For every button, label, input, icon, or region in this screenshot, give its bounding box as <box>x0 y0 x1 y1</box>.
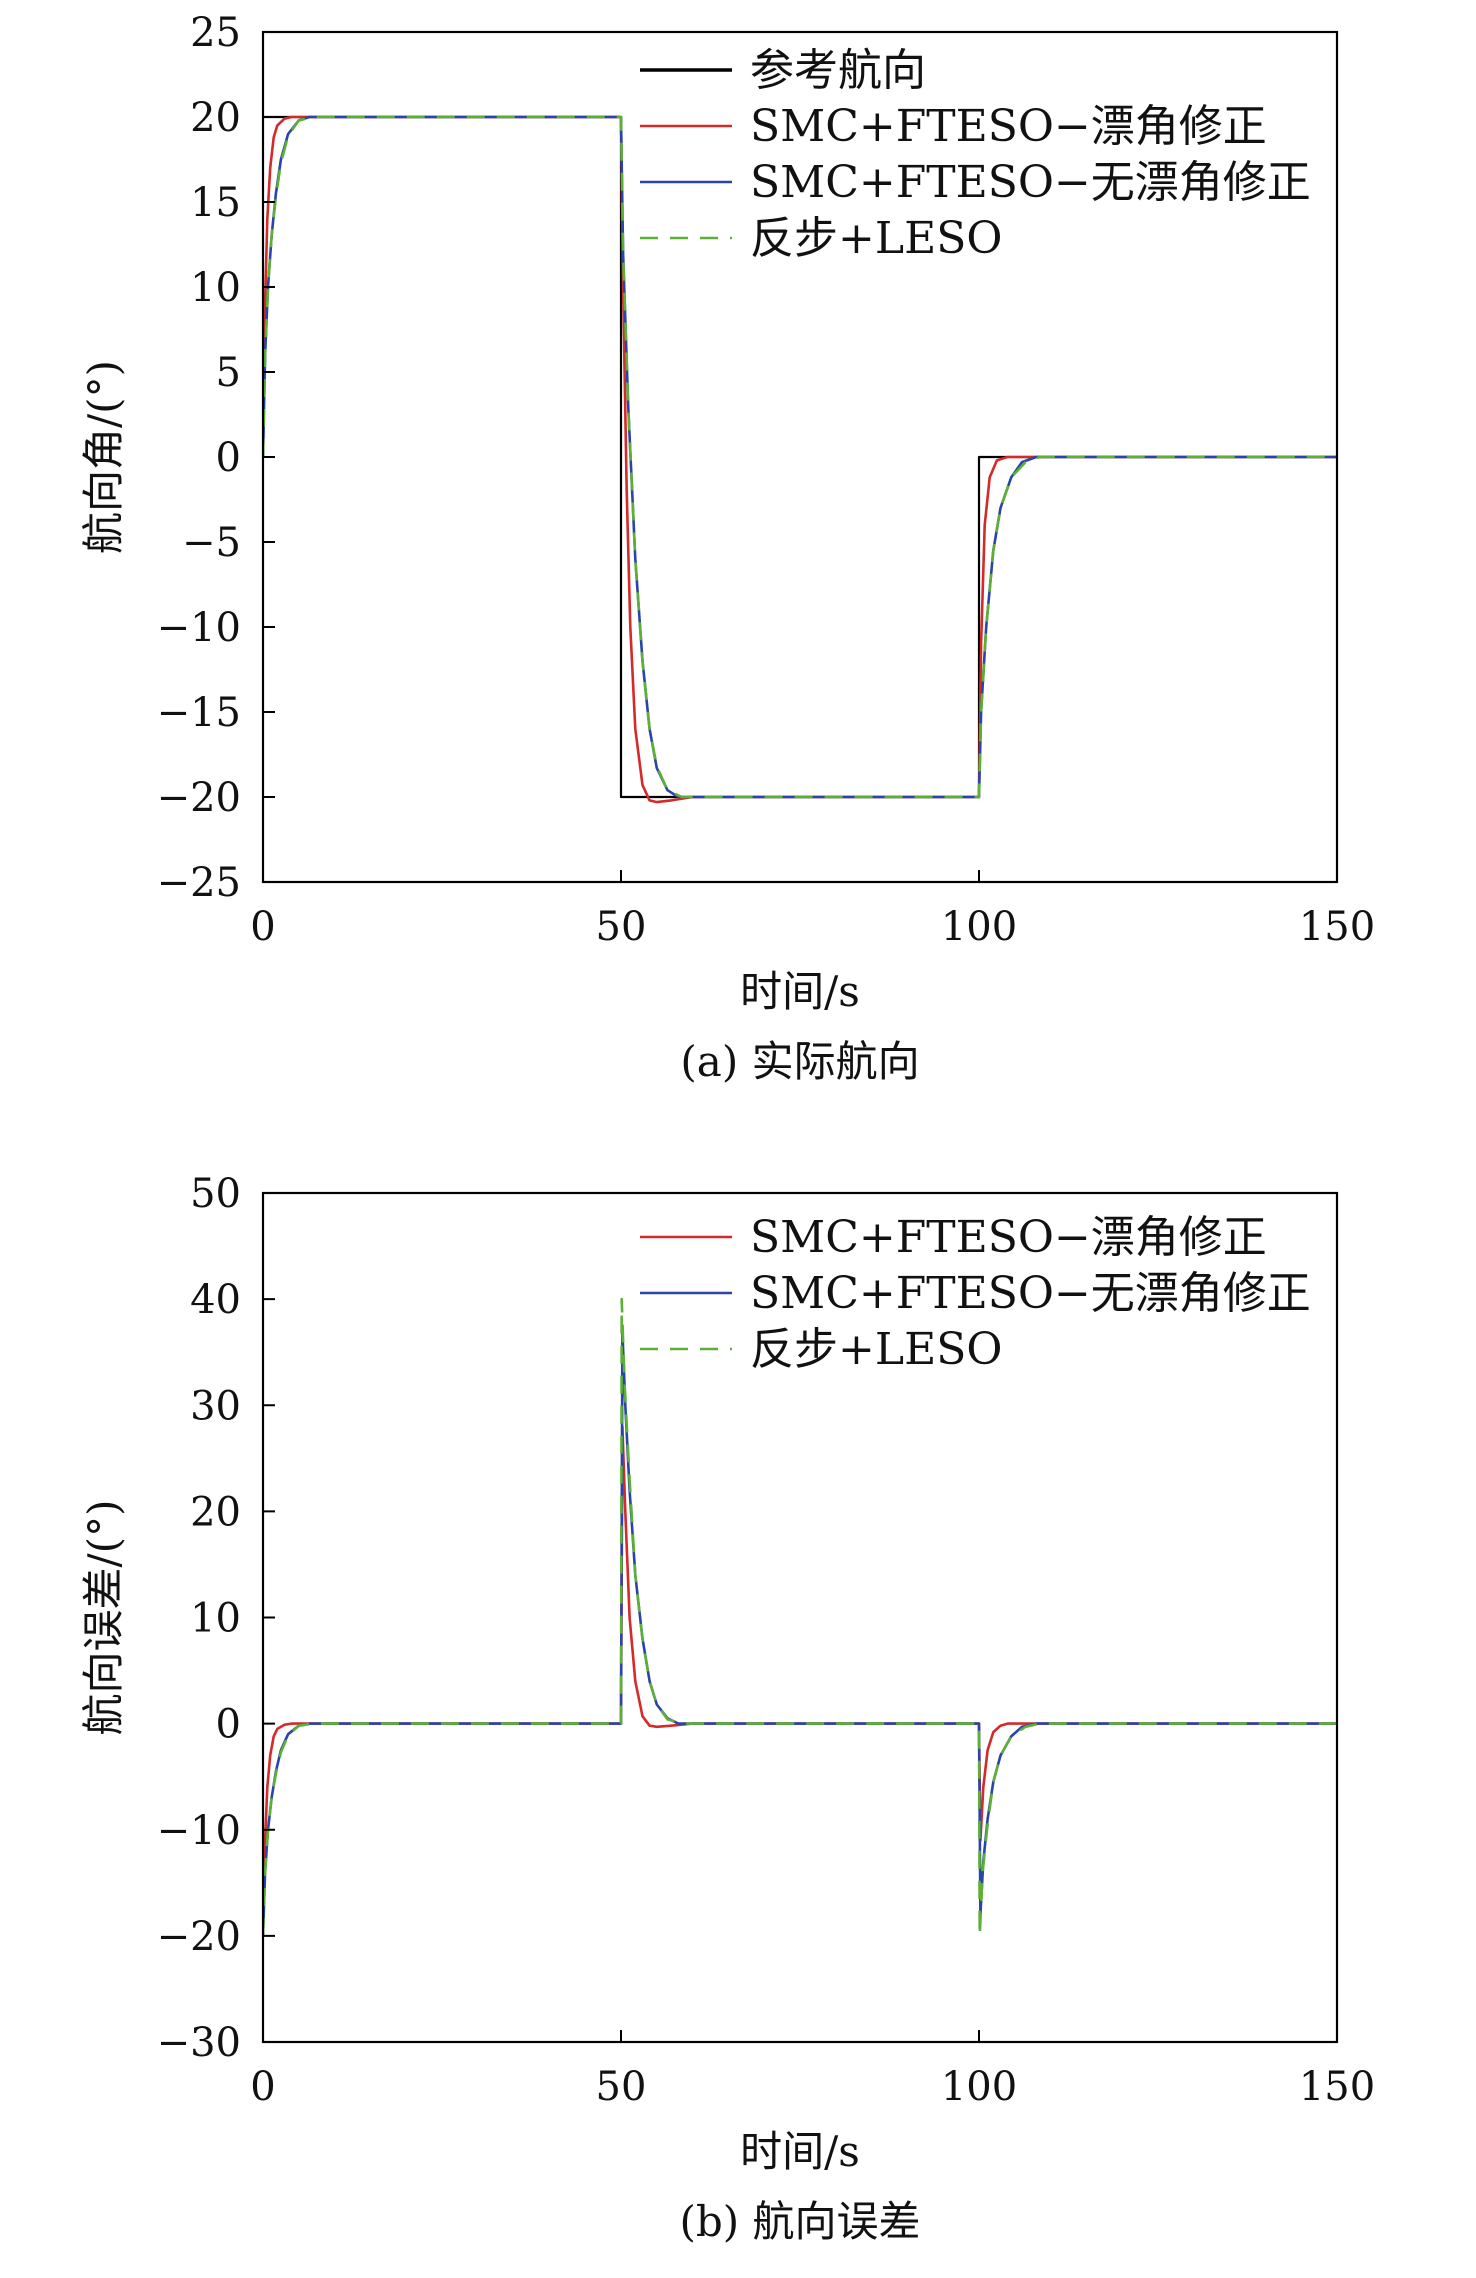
y-tick-label: −20 <box>157 1914 241 1960</box>
y-tick-label: −10 <box>157 605 241 651</box>
legend-label: SMC+FTESO−无漂角修正 <box>750 1268 1311 1319</box>
y-tick-label: −5 <box>182 520 241 566</box>
legend-label: 反步+LESO <box>750 1324 1002 1375</box>
y-tick-label: −20 <box>157 775 241 821</box>
y-tick-label: 10 <box>190 265 241 311</box>
y-tick-label: −25 <box>157 860 241 906</box>
series-line-1 <box>263 1425 1337 1936</box>
x-tick-label: 100 <box>941 904 1017 950</box>
y-tick-label: 30 <box>190 1383 241 1429</box>
y-tick-label: 10 <box>190 1596 241 1642</box>
y-tick-label: 20 <box>190 1489 241 1535</box>
y-tick-label: 50 <box>190 1171 241 1217</box>
x-tick-label: 50 <box>596 2064 647 2110</box>
y-axis-label: 航向误差/(°) <box>79 1500 128 1736</box>
series-line-3 <box>263 1297 1337 1938</box>
legend-label: 反步+LESO <box>750 213 1002 264</box>
y-tick-label: −30 <box>157 2020 241 2066</box>
y-axis-label: 航向角/(°) <box>79 360 128 554</box>
y-tick-label: −15 <box>157 690 241 736</box>
x-tick-label: 0 <box>250 2064 275 2110</box>
plot-frame <box>261 1191 1339 2044</box>
chart-a: 0 50 100 150 −25 −20 −15 −10 −5 0 5 10 15 20 25 时间/s 航向角… <box>79 10 1375 1086</box>
x-tick-label: 50 <box>596 904 647 950</box>
series-line-2 <box>263 1329 1337 1936</box>
series-line-2 <box>263 115 1337 804</box>
y-tick-label: 15 <box>190 180 241 226</box>
figure-caption: (b) 航向误差 <box>679 2197 920 2246</box>
chart-b: 0 50 100 150 −30 −20 −10 0 10 20 30 40 50 时间/s 航向误差/(°… <box>79 1171 1375 2246</box>
legend-label: SMC+FTESO−漂角修正 <box>750 1212 1267 1263</box>
y-tick-label: 0 <box>216 435 241 481</box>
x-tick-label: 100 <box>941 2064 1017 2110</box>
y-tick-label: 40 <box>190 1277 241 1323</box>
legend-label: 参考航向 <box>750 45 926 96</box>
x-tick-label: 150 <box>1299 904 1375 950</box>
y-tick-label: 20 <box>190 95 241 141</box>
x-tick-label: 0 <box>250 904 275 950</box>
legend-label: SMC+FTESO−无漂角修正 <box>750 157 1311 208</box>
y-tick-label: 5 <box>216 350 241 396</box>
x-axis-label: 时间/s <box>740 2127 860 2176</box>
series-line-4 <box>263 115 1337 799</box>
x-axis-label: 时间/s <box>740 967 860 1016</box>
legend-label: SMC+FTESO−漂角修正 <box>750 101 1267 152</box>
figure-caption: (a) 实际航向 <box>680 1037 919 1086</box>
y-tick-label: 25 <box>190 10 241 56</box>
y-tick-label: 0 <box>216 1702 241 1748</box>
x-tick-label: 150 <box>1299 2064 1375 2110</box>
y-tick-label: −10 <box>157 1808 241 1854</box>
